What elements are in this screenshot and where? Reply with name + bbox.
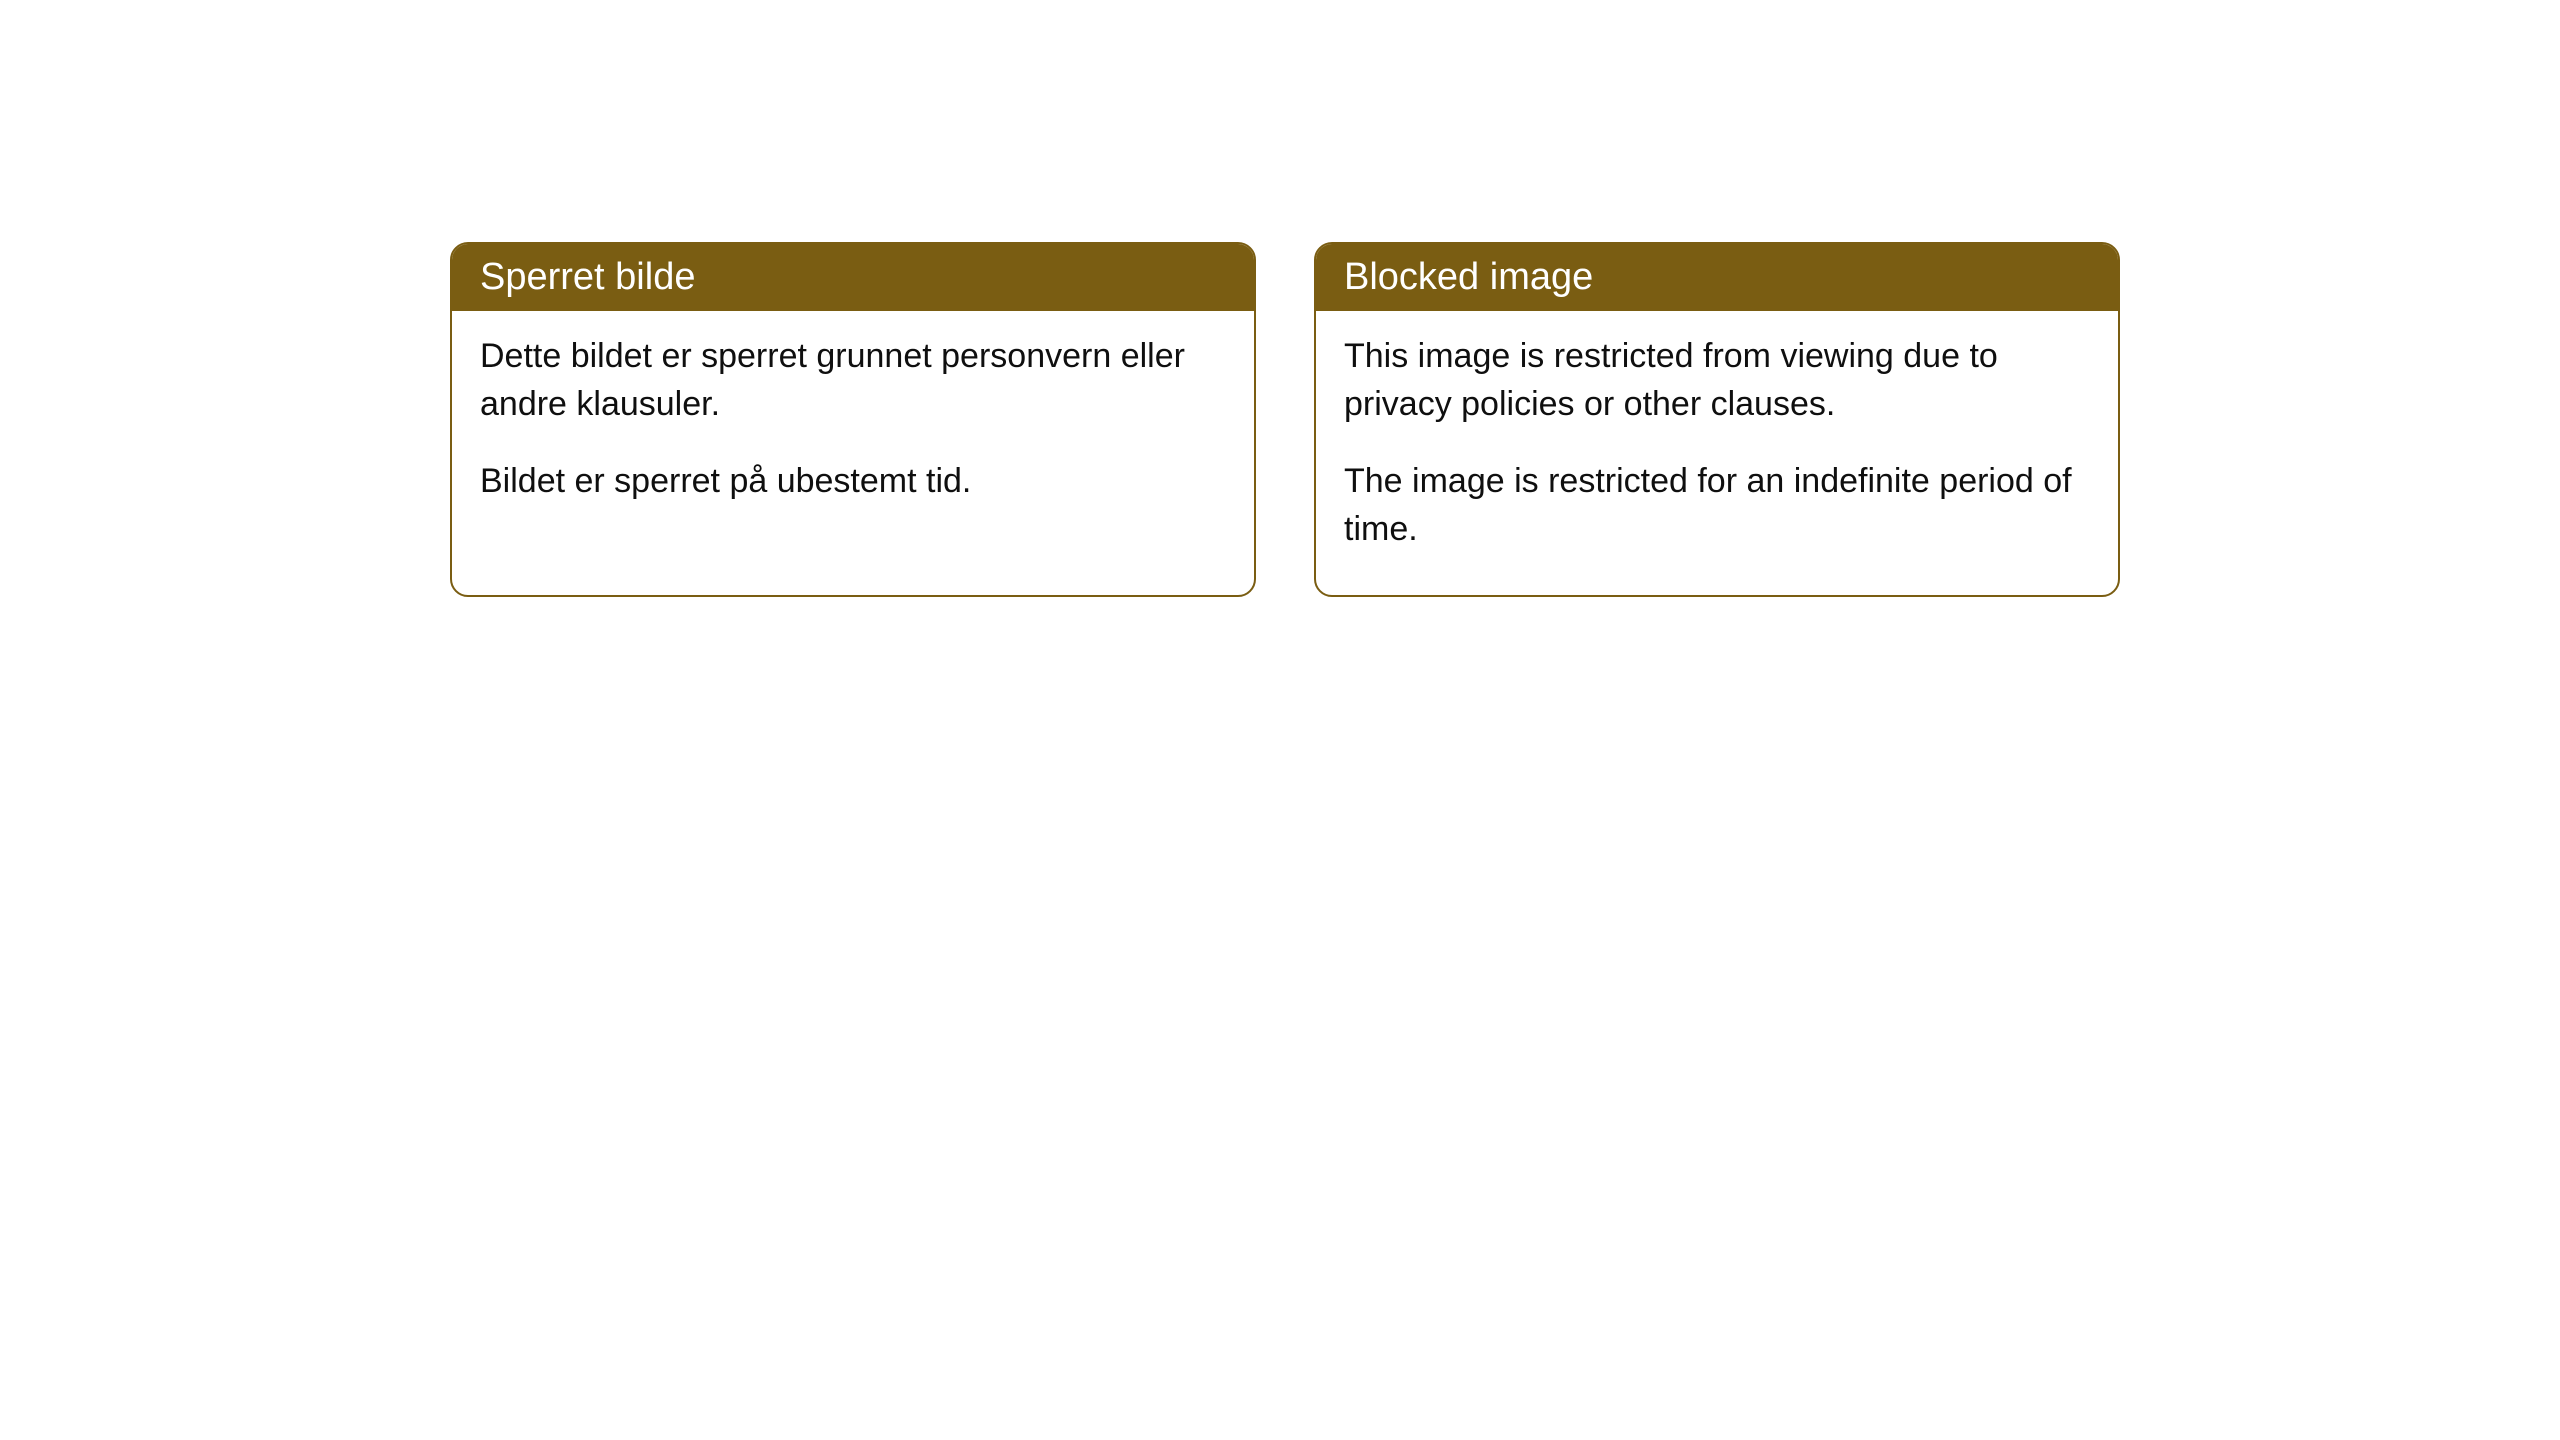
card-header-no: Sperret bilde [452, 244, 1254, 311]
card-body-en: This image is restricted from viewing du… [1316, 311, 2118, 595]
card-header-en: Blocked image [1316, 244, 2118, 311]
card-paragraph-en-1: This image is restricted from viewing du… [1344, 333, 2090, 428]
card-title-en: Blocked image [1344, 256, 1593, 298]
notice-cards-container: Sperret bilde Dette bildet er sperret gr… [450, 242, 2120, 597]
card-paragraph-en-2: The image is restricted for an indefinit… [1344, 458, 2090, 553]
card-paragraph-no-1: Dette bildet er sperret grunnet personve… [480, 333, 1226, 428]
blocked-image-card-no: Sperret bilde Dette bildet er sperret gr… [450, 242, 1256, 597]
card-body-no: Dette bildet er sperret grunnet personve… [452, 311, 1254, 548]
card-paragraph-no-2: Bildet er sperret på ubestemt tid. [480, 458, 1226, 506]
card-title-no: Sperret bilde [480, 256, 695, 298]
blocked-image-card-en: Blocked image This image is restricted f… [1314, 242, 2120, 597]
